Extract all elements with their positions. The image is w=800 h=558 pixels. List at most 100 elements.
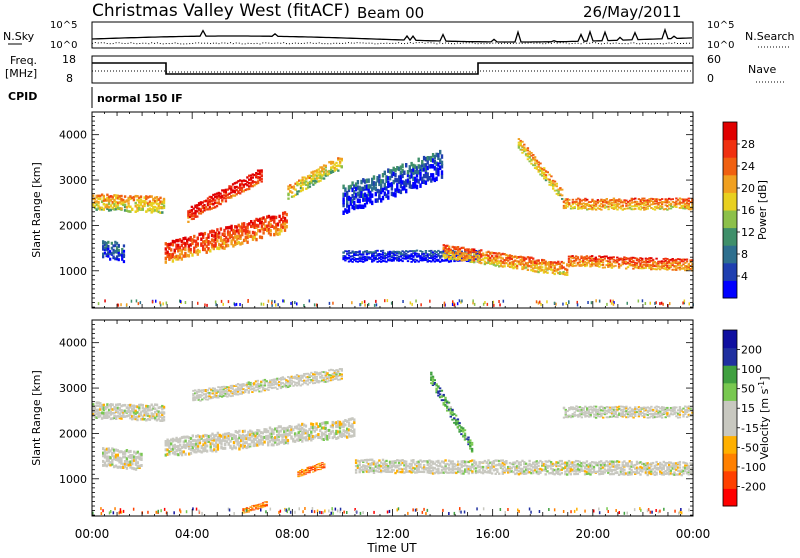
heat-cell: [539, 163, 541, 165]
heat-cell: [290, 426, 292, 429]
heat-cell: [193, 235, 195, 238]
heat-cell: [223, 232, 225, 235]
heat-cell: [207, 389, 209, 391]
heat-cell: [554, 273, 556, 275]
heat-cell: [302, 187, 304, 189]
heat-cell: [437, 172, 439, 177]
heat-cell: [430, 374, 432, 376]
heat-cell: [604, 267, 606, 269]
heat-cell: [616, 209, 618, 211]
freq-label: Freq.: [10, 54, 37, 67]
heat-cell: [232, 395, 234, 397]
heat-cell: [140, 453, 142, 456]
heat-cell: [415, 300, 417, 303]
heat-cell: [225, 191, 227, 193]
heat-cell: [405, 463, 407, 465]
heat-cell: [155, 300, 157, 303]
heat-cell: [452, 460, 454, 462]
heat-cell: [425, 250, 427, 252]
colorbar-tick-label: 28: [741, 138, 755, 151]
heat-cell: [385, 463, 387, 465]
heat-cell: [419, 463, 421, 465]
noise-right-label: N.Search: [745, 30, 795, 43]
heat-cell: [163, 411, 165, 414]
heat-cell: [378, 174, 380, 179]
heat-cell: [215, 303, 217, 306]
heat-cell: [627, 302, 629, 305]
heat-cell: [412, 461, 414, 463]
heat-cell: [654, 209, 656, 211]
heat-cell: [123, 244, 125, 247]
heat-cell: [382, 459, 384, 461]
heat-cell: [457, 302, 459, 305]
heat-cell: [271, 302, 273, 305]
heat-cell: [550, 175, 552, 177]
heat-cell: [124, 204, 126, 207]
heat-cell: [109, 258, 111, 261]
heat-cell: [257, 224, 259, 227]
heat-cell: [248, 390, 250, 392]
heat-cell: [218, 231, 220, 234]
heat-cell: [124, 195, 126, 198]
heat-cell: [142, 208, 144, 211]
heat-cell: [675, 269, 677, 271]
heat-cell: [351, 426, 353, 429]
heat-cell: [97, 201, 99, 204]
noise-search-trace: [92, 43, 692, 45]
heat-cell: [216, 239, 218, 242]
heat-cell: [518, 147, 520, 149]
colorbar-swatch: [723, 228, 737, 246]
heat-cell: [353, 429, 355, 432]
heat-cell: [120, 207, 122, 210]
heat-cell: [688, 198, 690, 200]
heat-cell: [251, 385, 253, 387]
heat-cell: [473, 249, 475, 251]
heat-cell: [248, 188, 250, 190]
heat-cell: [439, 150, 441, 155]
colorbar-tick-label: 4: [741, 270, 748, 283]
heat-cell: [545, 174, 547, 176]
colorbar-swatch: [723, 192, 737, 210]
heat-cell: [688, 203, 690, 205]
heat-cell: [263, 441, 265, 444]
heat-cell: [359, 250, 361, 252]
heat-cell: [568, 300, 570, 303]
heat-cell: [376, 250, 378, 252]
heat-cell: [668, 201, 670, 203]
heat-cell: [557, 261, 559, 263]
heat-cell: [323, 466, 325, 467]
heat-cell: [412, 459, 414, 461]
heat-cell: [326, 421, 328, 424]
heat-cell: [441, 170, 443, 175]
heat-cell: [351, 261, 353, 263]
heat-cell: [228, 394, 230, 396]
heat-cell: [441, 174, 443, 179]
heat-cell: [464, 429, 466, 431]
heat-cell: [627, 266, 629, 268]
heat-cell: [598, 266, 600, 268]
heat-cell: [318, 168, 320, 170]
heat-cell: [264, 385, 266, 387]
heat-cell: [190, 452, 192, 455]
heat-cell: [111, 242, 113, 245]
heat-cell: [261, 171, 263, 173]
heat-cell: [131, 462, 133, 465]
heat-cell: [555, 303, 557, 306]
noise-right-tick-top: 10^5: [707, 20, 734, 31]
heat-cell: [458, 425, 460, 427]
colorbar-tick-label: 24: [741, 160, 755, 173]
heat-cell: [307, 384, 309, 386]
heat-cell: [118, 258, 120, 261]
heat-cell: [686, 261, 688, 263]
heat-cell: [341, 158, 343, 160]
heat-cell: [284, 300, 286, 303]
heat-cell: [405, 163, 407, 168]
heat-cell: [647, 208, 649, 210]
heat-cell: [613, 198, 615, 200]
heat-cell: [574, 206, 576, 208]
heat-cell: [613, 256, 615, 258]
heat-cell: [577, 256, 579, 258]
heat-cell: [257, 509, 259, 510]
heat-cell: [287, 439, 289, 442]
heat-cell: [332, 161, 334, 163]
